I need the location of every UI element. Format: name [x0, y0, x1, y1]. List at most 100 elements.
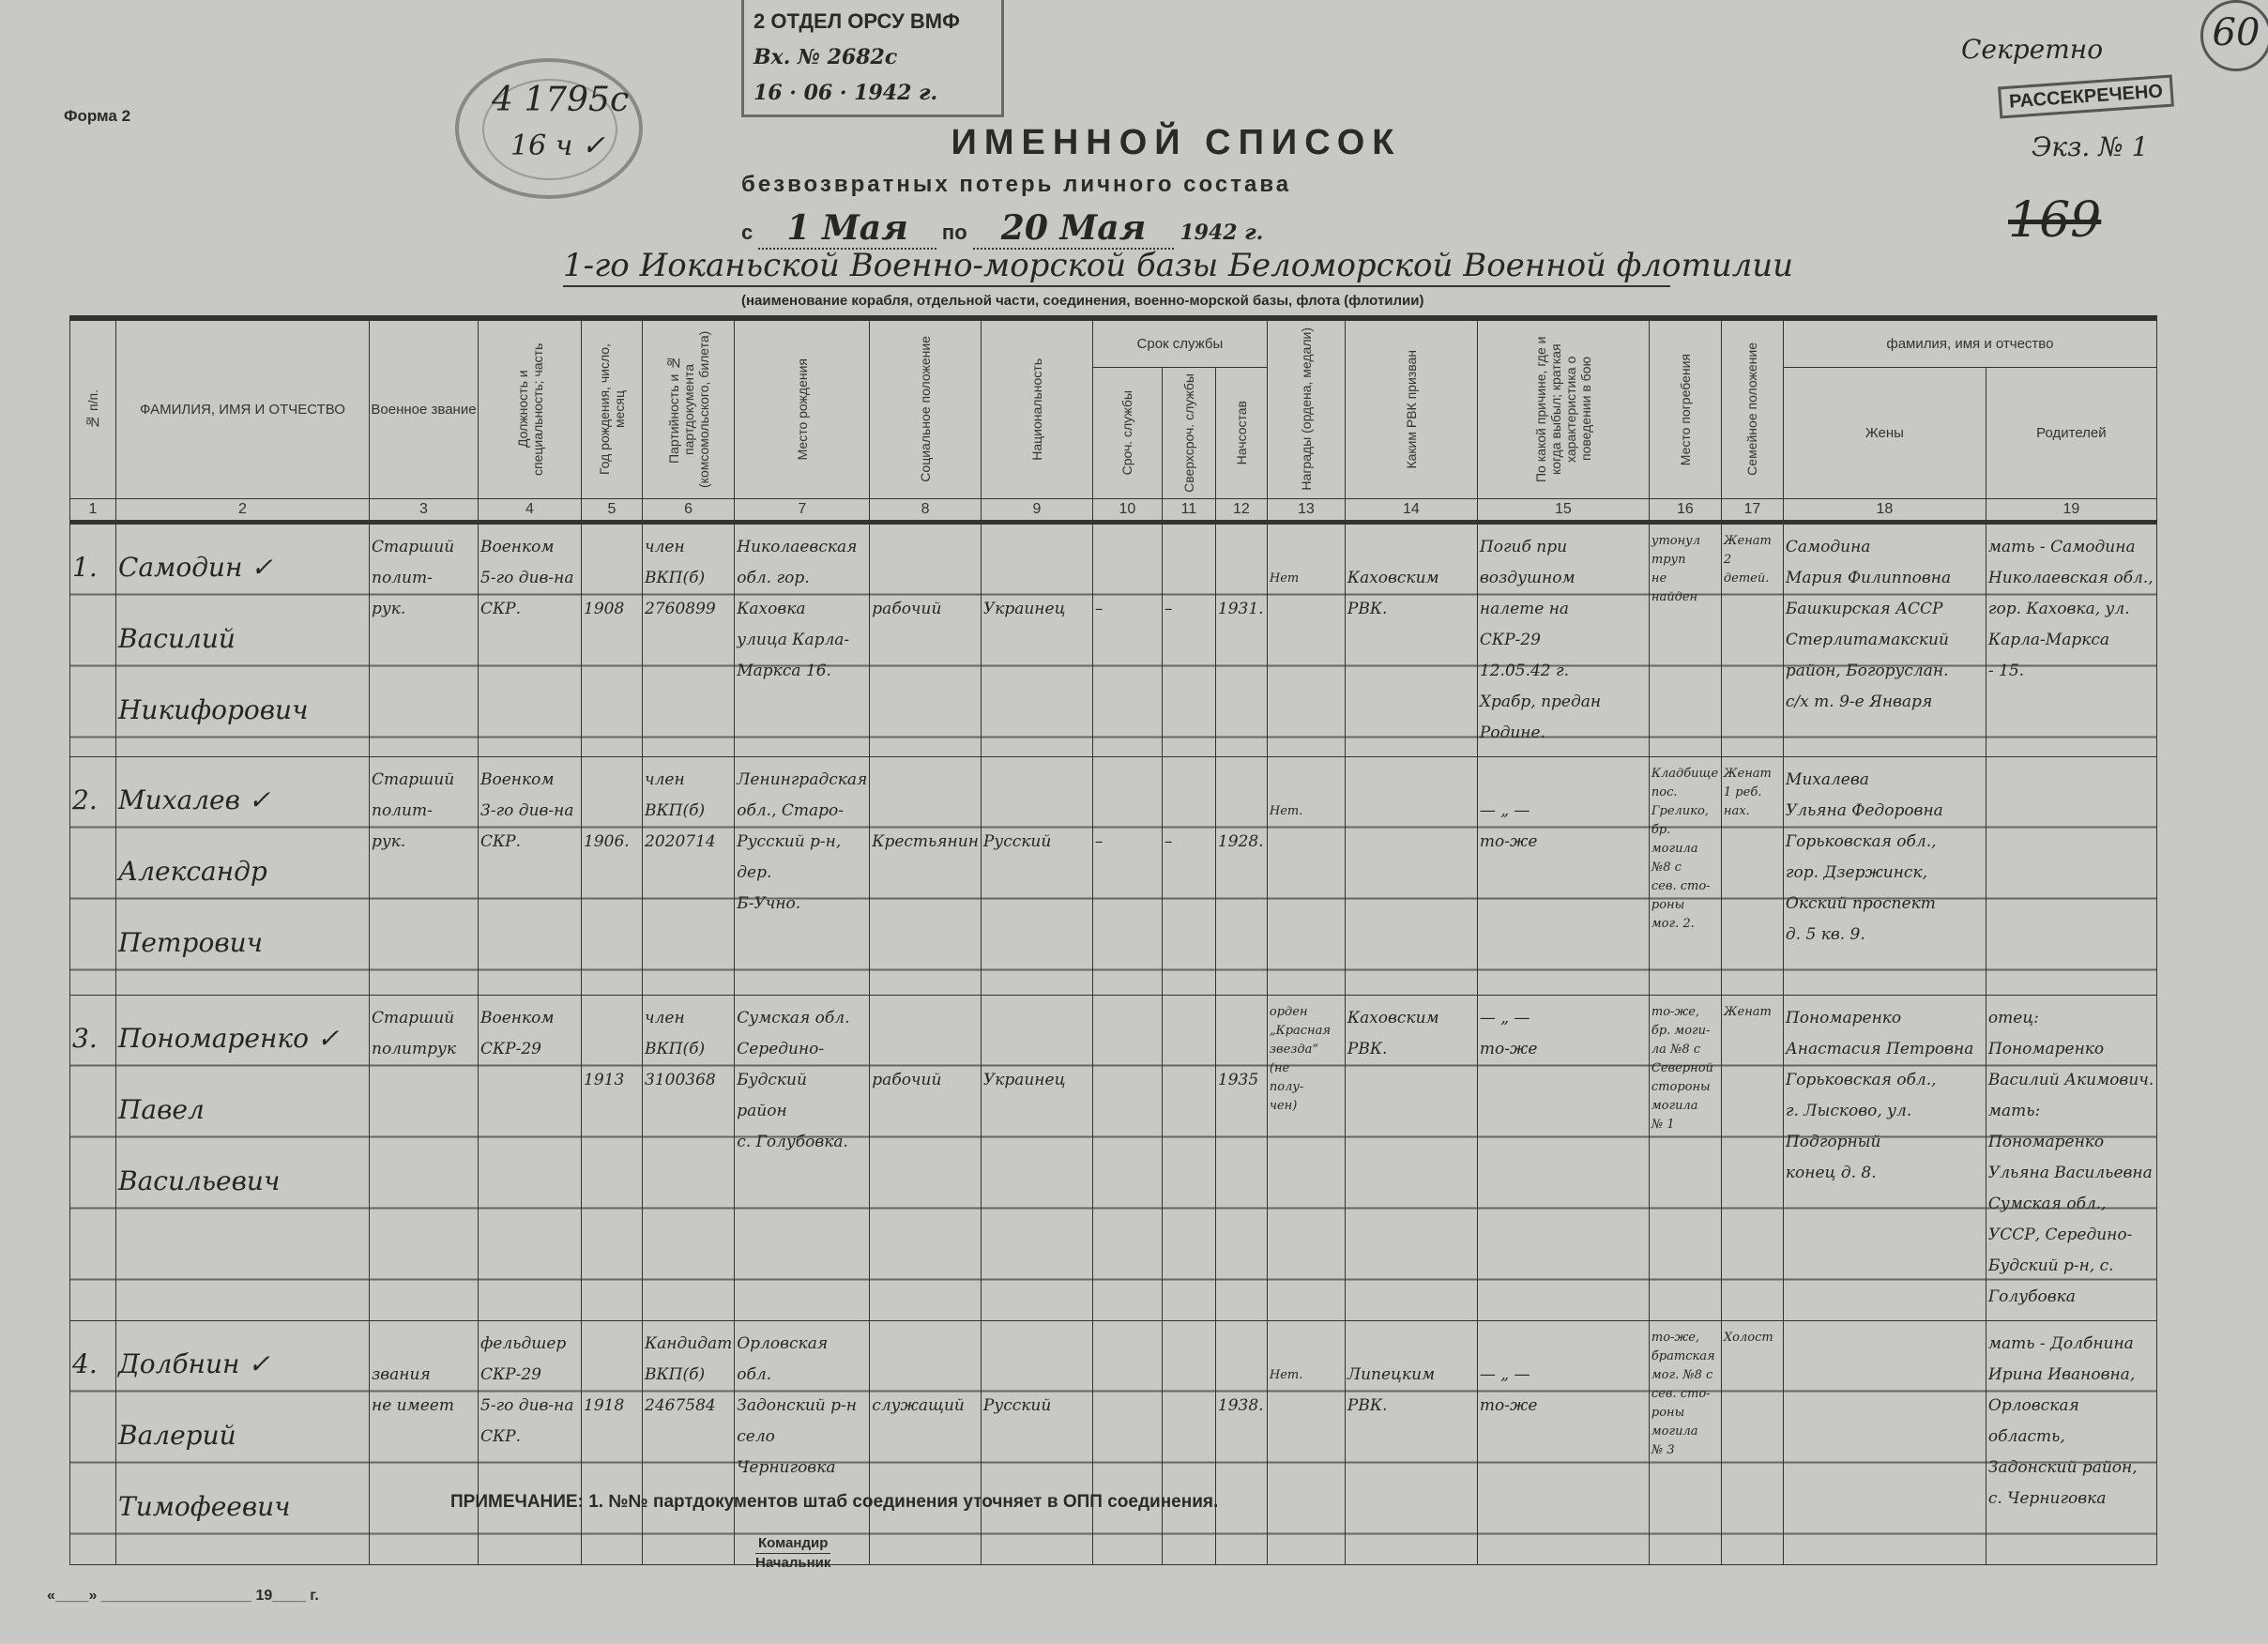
col-header-birth-year: Год рождения, число, месяц [581, 317, 643, 499]
copy-number: Экз. № 1 [2032, 131, 2149, 162]
col-header-name: ФАМИЛИЯ, ИМЯ И ОТЧЕСТВО [115, 317, 370, 499]
cell-col-13: Нет. [1266, 755, 1346, 996]
date-line: «____» __________________ 19____ г. [47, 1588, 319, 1604]
col-header-wife: Жены [1782, 366, 1986, 499]
cell-col-18: Пономаренко Анастасия Петровна Горьковск… [1782, 994, 1986, 1321]
column-number: 10 [1091, 497, 1163, 525]
cell-col-3: Старший политрук [369, 994, 479, 1321]
column-number: 5 [581, 497, 643, 525]
cell-col-14: Липецким РВК. [1344, 1319, 1478, 1565]
cell-col-17: Женат 2 детей. [1720, 521, 1784, 757]
column-number: 11 [1161, 497, 1216, 525]
oval-stamp-number: 4 1795с [492, 81, 630, 119]
col-header-parents: Родителей [1985, 366, 2157, 499]
col-header-birthplace: Место рождения [734, 317, 871, 499]
cell-col-8: рабочий [869, 994, 982, 1321]
loss-list-table: № п/п. ФАМИЛИЯ, ИМЯ И ОТЧЕСТВО Военное з… [69, 315, 2157, 1565]
col-header-number: № п/п. [69, 317, 116, 499]
column-number: 9 [980, 497, 1093, 525]
cell-col-5: 1913 [581, 994, 643, 1321]
col-header-nationality: Национальность [980, 317, 1093, 499]
col-header-family-status: Семейное положение [1720, 317, 1784, 499]
cell-col-4: Военком СКР-29 [478, 994, 582, 1321]
cell-col-5: 1908 [581, 521, 643, 757]
table-row: 1. Самодин ✓ Василий Никифорович Старший п… [69, 521, 2157, 757]
cell-col-4: фельдшер СКР-29 5-го див-на СКР. [478, 1319, 582, 1565]
cell-col-3: Старший полит- рук. [369, 755, 479, 996]
column-number: 1 [69, 497, 116, 525]
column-number: 12 [1214, 497, 1268, 525]
circled-number: 60 [2200, 0, 2268, 71]
cell-col-19: отец: Пономаренко Василий Акимович. мать… [1985, 994, 2157, 1321]
cell-col-7: Николаевская обл. гор. Каховка улица Кар… [734, 521, 871, 757]
stamp-date: 16 · 06 · 1942 г. [753, 81, 938, 105]
period: с 1 Мая по 20 Мая 1942 г. [741, 208, 1263, 250]
stamp-department: 2 ОТДЕЛ ОРСУ ВМФ [753, 9, 960, 33]
cell-col-9: Русский [980, 1319, 1093, 1565]
cell-col-18: Михалева Ульяна Федоровна Горьковская об… [1782, 755, 1986, 996]
cell-col-19: мать - Самодина Николаевская обл., гор. … [1985, 521, 2157, 757]
cell-col-1: 4. [69, 1319, 116, 1565]
cell-col-17: Женат 1 реб. нах. [1720, 755, 1784, 996]
cell-col-3: Старший полит- рук. [369, 521, 479, 757]
cell-col-10 [1091, 1319, 1163, 1565]
cell-col-13: Нет. [1266, 1319, 1346, 1565]
table-row: 4. Долбнин ✓ Валерий Тимофеевич звания не… [69, 1319, 2157, 1565]
col-header-social-status: Социальное положение [869, 317, 982, 499]
col-header-reason: По какой причине, где и когда выбыл; кра… [1476, 317, 1650, 499]
cell-col-13: Нет [1266, 521, 1346, 757]
table-row: 3. Пономаренко ✓ Павел Васильевич Старший … [69, 994, 2157, 1321]
cell-col-6: член ВКП(б) 2020714 [641, 755, 736, 996]
oval-stamp-note: 16 ч ✓ [510, 129, 606, 162]
cell-col-2: Пономаренко ✓ Павел Васильевич [115, 994, 370, 1321]
cell-col-1: 3. [69, 994, 116, 1321]
table-row: 2. Михалев ✓ Александр Петрович Старший по… [69, 755, 2157, 996]
column-number: 15 [1476, 497, 1650, 525]
cell-col-9: Украинец [980, 521, 1093, 757]
col-header-awards: Награды (ордена, медали) [1266, 317, 1346, 499]
column-number: 19 [1985, 497, 2157, 525]
period-to-label: по [941, 221, 967, 244]
cell-col-6: Кандидат ВКП(б) 2467584 [641, 1319, 736, 1565]
cell-col-12: 1931. [1214, 521, 1268, 757]
cell-col-11: – [1161, 521, 1216, 757]
cell-col-8: служащий [869, 1319, 982, 1565]
period-year: 1942 г. [1180, 221, 1264, 245]
cell-col-10: – [1091, 521, 1163, 757]
secret-mark: Секретно [1961, 34, 2104, 65]
declassified-stamp: РАССЕКРЕЧЕНО [1998, 74, 2175, 119]
chief-label: Начальник [755, 1555, 831, 1571]
col-group-relatives: фамилия, имя и отчество [1782, 317, 2157, 368]
cell-col-12: 1928. [1214, 755, 1268, 996]
document-subtitle: безвозвратных потерь личного состава [741, 172, 1292, 197]
col-header-draft-office: Каким РВК призван [1344, 317, 1478, 499]
cell-col-19: мать - Долбнина Ирина Ивановна, Орловска… [1985, 1319, 2157, 1565]
cell-col-15: — „ — то-же [1476, 755, 1650, 996]
column-number: 18 [1782, 497, 1986, 525]
column-number: 17 [1720, 497, 1784, 525]
cell-col-11 [1161, 1319, 1216, 1565]
cell-col-14 [1344, 755, 1478, 996]
unit-name: 1-го Иоканьской Военно-морской базы Бело… [563, 246, 1793, 287]
cell-col-8: рабочий [869, 521, 982, 757]
cell-col-11 [1161, 994, 1216, 1321]
column-number: 16 [1648, 497, 1722, 525]
cell-col-10: – [1091, 755, 1163, 996]
cell-col-15: — „ — то-же [1476, 1319, 1650, 1565]
col-group-service-term: Срок службы [1091, 317, 1268, 368]
registration-stamp: 2 ОТДЕЛ ОРСУ ВМФ Вх. № 2682с 16 · 06 · 1… [741, 0, 1004, 117]
cell-col-15: Погиб при воздушном налете на СКР-29 12.… [1476, 521, 1650, 757]
col-header-conscript: Сроч. службы [1091, 366, 1163, 499]
cell-col-1: 2. [69, 755, 116, 996]
cell-col-7: Орловская обл. Задонский р-н село Черниг… [734, 1319, 871, 1565]
cell-col-14: Каховским РВК. [1344, 994, 1478, 1321]
cell-col-18: Самодина Мария Филипповна Башкирская АСС… [1782, 521, 1986, 757]
column-number: 8 [869, 497, 982, 525]
cell-col-2: Самодин ✓ Василий Никифорович [115, 521, 370, 757]
stamp-incoming-number: Вх. № 2682с [753, 45, 898, 69]
signature-block: Командир Начальник [755, 1534, 831, 1573]
cell-col-7: Сумская обл. Середино- Будский район с. … [734, 994, 871, 1321]
column-number: 7 [734, 497, 871, 525]
column-number: 4 [478, 497, 582, 525]
document-title: ИМЕННОЙ СПИСОК [951, 123, 1402, 162]
